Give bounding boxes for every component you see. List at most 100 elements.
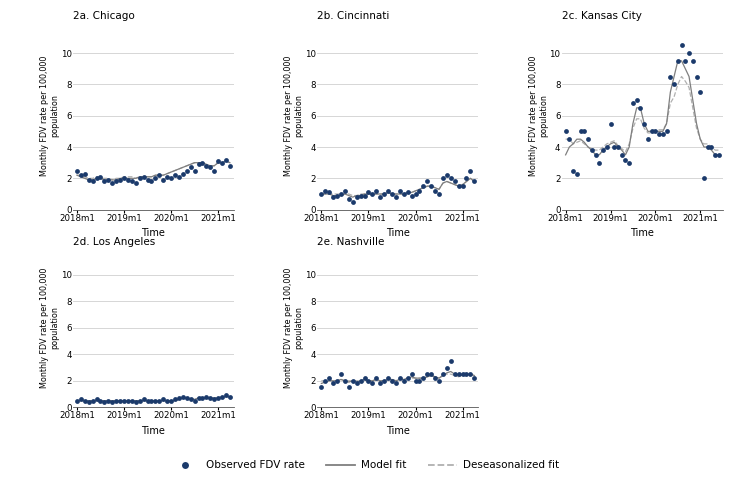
Point	[601, 143, 612, 151]
Point	[208, 167, 220, 174]
Y-axis label: Monthly FDV rate per 100,000
population: Monthly FDV rate per 100,000 population	[40, 55, 59, 176]
Point	[343, 384, 355, 391]
Text: 2a. Chicago: 2a. Chicago	[73, 11, 135, 21]
Point	[102, 176, 114, 184]
Point	[114, 397, 126, 404]
Point	[158, 176, 169, 184]
Y-axis label: Monthly FDV rate per 100,000
population: Monthly FDV rate per 100,000 population	[529, 55, 548, 176]
Point	[631, 96, 642, 104]
Point	[358, 374, 370, 382]
Point	[593, 159, 605, 167]
Point	[327, 193, 339, 201]
Point	[358, 192, 370, 200]
Point	[402, 188, 413, 196]
Point	[75, 395, 87, 403]
Point	[331, 192, 343, 200]
Point	[464, 167, 476, 174]
Point	[457, 182, 469, 190]
Point	[668, 80, 680, 88]
Point	[138, 395, 150, 403]
Point	[150, 397, 161, 404]
Point	[189, 397, 201, 404]
Point	[224, 162, 236, 170]
Point	[426, 182, 437, 190]
Point	[683, 49, 695, 57]
Point	[189, 167, 201, 174]
Point	[398, 190, 410, 198]
Point	[638, 120, 650, 127]
Point	[158, 395, 169, 403]
Point	[327, 380, 339, 388]
Point	[661, 128, 672, 135]
Point	[91, 395, 102, 403]
Point	[363, 188, 374, 196]
Point	[590, 151, 602, 159]
Point	[91, 174, 102, 182]
Point	[161, 173, 173, 181]
Point	[433, 377, 445, 385]
Point	[713, 151, 725, 159]
Point	[130, 179, 142, 187]
Point	[627, 99, 639, 107]
Point	[177, 393, 188, 401]
Point	[323, 374, 335, 382]
Point	[107, 179, 118, 187]
Point	[185, 395, 196, 403]
Point	[95, 397, 107, 404]
Point	[634, 104, 646, 112]
Point	[114, 176, 126, 184]
Point	[386, 377, 398, 385]
Point	[71, 167, 82, 174]
Point	[421, 178, 433, 186]
Point	[87, 178, 99, 186]
Point	[410, 377, 421, 385]
Point	[193, 394, 204, 402]
Point	[398, 377, 410, 385]
X-axis label: Time: Time	[386, 228, 410, 239]
Point	[623, 159, 635, 167]
Point	[339, 187, 350, 195]
Point	[657, 131, 669, 138]
Point	[653, 131, 665, 138]
Point	[138, 173, 150, 181]
Point	[390, 193, 402, 201]
Point	[449, 178, 461, 186]
Point	[583, 135, 594, 143]
Point	[347, 377, 358, 385]
Y-axis label: Monthly FDV rate per 100,000
population: Monthly FDV rate per 100,000 population	[40, 268, 59, 388]
Point	[394, 187, 406, 195]
Point	[414, 187, 426, 195]
Y-axis label: Monthly FDV rate per 100,000
population: Monthly FDV rate per 100,000 population	[284, 55, 304, 176]
Point	[323, 188, 335, 196]
Point	[429, 374, 441, 382]
Point	[150, 174, 161, 182]
Point	[406, 370, 418, 378]
Point	[461, 370, 472, 378]
Point	[122, 397, 134, 404]
Point	[694, 88, 706, 96]
Point	[680, 57, 691, 65]
Point	[79, 170, 91, 177]
Point	[445, 357, 457, 365]
Point	[429, 187, 441, 195]
Point	[224, 393, 236, 401]
Point	[433, 190, 445, 198]
Point	[134, 174, 145, 182]
Point	[95, 173, 107, 181]
Point	[642, 135, 654, 143]
Point	[575, 128, 586, 135]
Point	[204, 163, 216, 171]
Point	[169, 171, 181, 179]
Point	[196, 394, 208, 402]
Point	[196, 159, 208, 167]
Point	[449, 370, 461, 378]
Text: 2d. Los Angeles: 2d. Los Angeles	[73, 238, 155, 247]
Point	[437, 174, 449, 182]
Point	[560, 128, 572, 135]
Point	[142, 397, 153, 404]
Point	[165, 174, 177, 182]
Point	[220, 156, 232, 163]
Point	[82, 176, 94, 184]
Point	[320, 377, 331, 385]
Point	[79, 397, 91, 404]
